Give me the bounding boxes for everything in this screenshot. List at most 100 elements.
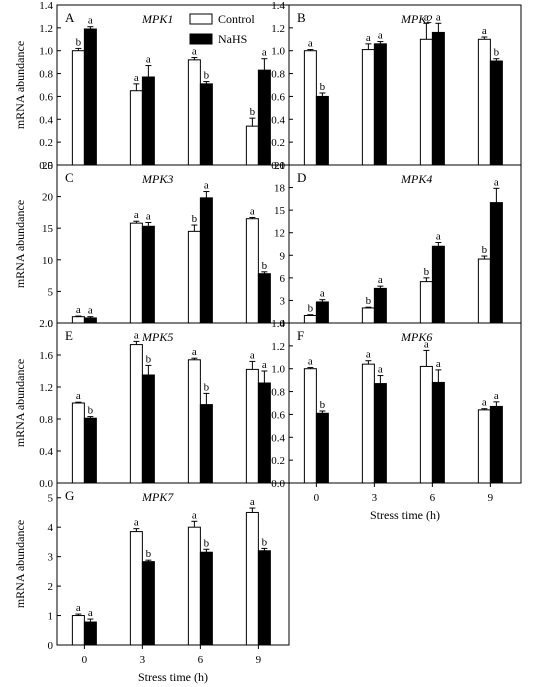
gene-title: MPK5: [141, 330, 173, 344]
bar-nahs-0: [83, 28, 97, 166]
significance-letter: b: [366, 295, 372, 307]
significance-letter: a: [308, 356, 313, 368]
significance-letter: a: [262, 359, 267, 371]
bar-nahs-0: [83, 417, 97, 484]
y-tick-label: 0.2: [271, 137, 285, 149]
bar-control-9: [245, 125, 259, 166]
y-tick-label: 6: [280, 273, 286, 285]
bar-nahs-0: [83, 621, 97, 646]
significance-letter: a: [436, 11, 441, 23]
bar-nahs-0: [83, 317, 97, 324]
significance-letter: a: [250, 349, 255, 361]
significance-letter: b: [76, 36, 82, 48]
y-tick-label: 9: [280, 250, 286, 262]
y-tick-label: 1.4: [271, 0, 285, 12]
y-tick-label: 1.0: [271, 364, 285, 376]
y-axis-label: mRNA abundance: [13, 41, 27, 129]
y-tick-label: 18: [274, 183, 286, 195]
bar-control-6: [419, 365, 433, 484]
bar-control-0: [303, 314, 317, 324]
bar-nahs-0: [315, 301, 329, 324]
bar-control-9: [477, 38, 491, 166]
legend-swatch-control: [189, 13, 213, 25]
bar-control-6: [187, 359, 201, 484]
significance-letter: a: [494, 390, 499, 402]
significance-letter: a: [76, 602, 81, 614]
bar-control-0: [71, 615, 85, 646]
y-tick-label: 4: [48, 522, 54, 534]
legend-label-nahs: NaHS: [218, 32, 247, 46]
bar-control-3: [129, 344, 143, 484]
y-tick-label: 1.4: [39, 0, 53, 12]
x-tick-label: 0: [314, 492, 320, 504]
y-tick-label: 0.0: [271, 478, 285, 490]
significance-letter: a: [320, 288, 325, 300]
bar-nahs-6: [199, 83, 213, 166]
y-tick-label: 1.2: [39, 382, 53, 394]
y-tick-label: 15: [42, 223, 54, 235]
y-tick-label: 2.0: [39, 318, 53, 330]
bar-control-6: [419, 281, 433, 324]
bar-nahs-3: [141, 225, 155, 324]
bar-nahs-0: [315, 95, 329, 166]
significance-letter: a: [366, 349, 371, 361]
significance-letter: b: [88, 405, 94, 417]
bar-control-9: [477, 409, 491, 484]
panel-label: G: [65, 488, 74, 503]
y-tick-label: 0.4: [271, 114, 285, 126]
significance-letter: a: [192, 46, 197, 58]
bar-nahs-9: [489, 60, 503, 166]
bar-nahs-3: [373, 43, 387, 166]
bar-control-9: [245, 511, 259, 646]
y-tick-label: 12: [274, 228, 285, 240]
bar-control-6: [419, 38, 433, 166]
significance-letter: a: [88, 15, 93, 27]
y-tick-label: 0.0: [39, 160, 53, 172]
x-tick-label: 0: [82, 654, 88, 666]
y-tick-label: 0.8: [271, 387, 285, 399]
y-tick-label: 1.2: [271, 23, 285, 35]
bar-control-0: [303, 368, 317, 484]
x-axis-label: Stress time (h): [370, 508, 440, 522]
bar-nahs-3: [373, 287, 387, 324]
gene-title: MPK1: [141, 12, 173, 26]
panel-frame: [56, 482, 290, 646]
significance-letter: b: [320, 399, 326, 411]
significance-letter: b: [192, 213, 198, 225]
y-tick-label: 1.6: [39, 350, 53, 362]
bar-control-6: [187, 59, 201, 166]
y-tick-label: 5: [48, 286, 54, 298]
significance-letter: a: [378, 364, 383, 376]
y-tick-label: 1.0: [39, 46, 53, 58]
bar-nahs-9: [257, 69, 271, 166]
x-tick-label: 3: [140, 654, 146, 666]
significance-letter: a: [436, 358, 441, 370]
bar-nahs-9: [257, 273, 271, 324]
y-tick-label: 0: [48, 640, 54, 652]
y-tick-label: 20: [42, 192, 54, 204]
significance-letter: a: [134, 72, 139, 84]
y-tick-label: 1.2: [271, 341, 285, 353]
bar-control-9: [245, 218, 259, 324]
significance-letter: a: [482, 397, 487, 409]
significance-letter: a: [378, 274, 383, 286]
significance-letter: a: [424, 11, 429, 23]
gene-title: MPK2: [400, 12, 432, 26]
significance-letter: a: [204, 180, 209, 192]
significance-letter: b: [146, 353, 152, 365]
legend-swatch-nahs: [189, 33, 213, 45]
y-tick-label: 2: [48, 581, 54, 593]
significance-letter: a: [250, 496, 255, 508]
significance-letter: a: [250, 205, 255, 217]
y-tick-label: 0.0: [39, 478, 53, 490]
significance-letter: b: [146, 548, 152, 560]
significance-letter: b: [494, 47, 500, 59]
bar-nahs-9: [257, 382, 271, 484]
y-tick-label: 0.6: [271, 91, 285, 103]
y-tick-label: 0.2: [271, 455, 285, 467]
